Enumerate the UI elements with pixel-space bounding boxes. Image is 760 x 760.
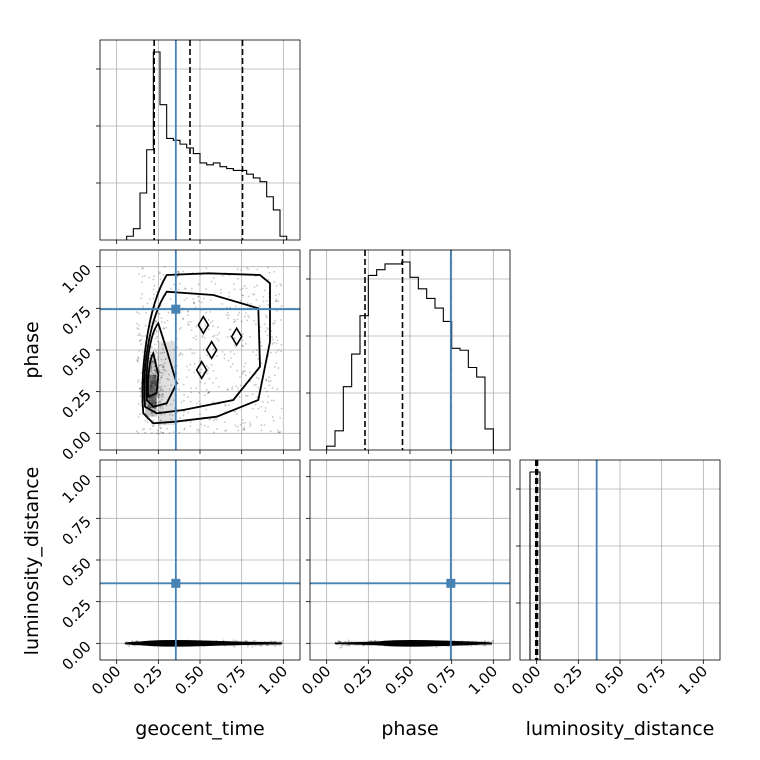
panel2d-geocent_time-vs-phase: 0.000.250.500.751.00 — [58, 249, 301, 464]
panel2d-geocent_time-vs-phase-samples — [135, 265, 283, 435]
panel2d-geocent_time-vs-phase-truth-marker — [171, 304, 181, 314]
panel2d-geocent_time-vs-phase-density-0 — [148, 375, 157, 409]
hist-luminosity_distance-step — [529, 471, 541, 660]
y-axis-label-luminosity-distance: luminosity_distance — [21, 467, 43, 656]
panel2d-geocent_time-vs-phase-contour-3 — [147, 351, 160, 398]
panel2d-phase-vs-luminosity_distance-truth-marker — [446, 578, 456, 588]
x-axis-label-luminosity-distance: luminosity_distance — [526, 718, 715, 740]
hist-geocent_time-panel — [96, 39, 301, 244]
panel2d-geocent_time-vs-luminosity_distance-truth-marker — [171, 578, 181, 588]
hist-phase-panel — [306, 249, 511, 454]
panel2d-geocent_time-vs-phase-contour-0 — [141, 272, 271, 425]
x-axis-label-phase: phase — [381, 718, 438, 740]
panel2d-geocent_time-vs-phase-contour-2 — [145, 321, 178, 408]
panel2d-phase-vs-luminosity_distance-contour-3 — [334, 642, 492, 645]
panel2d-geocent_time-vs-phase-island-0 — [197, 315, 210, 335]
hist-phase-step — [326, 261, 494, 450]
hist-geocent_time-step — [126, 51, 288, 240]
hist-luminosity_distance-panel: 0.00 0.25 0.50 0.75 1.00 — [508, 459, 721, 698]
panel2d-geocent_time-vs-phase-island-1 — [205, 340, 218, 360]
panel2d-geocent_time-vs-phase-contour-1 — [143, 290, 261, 415]
panel2d-geocent_time-vs-phase-island-3 — [230, 326, 243, 347]
panel2d-geocent_time-vs-phase-island-2 — [195, 360, 208, 380]
x-axis-label-geocent-time: geocent_time — [135, 718, 264, 740]
panel2d-geocent_time-vs-phase-density-1 — [145, 358, 157, 417]
panel2d-geocent_time-vs-luminosity_distance-contour-3 — [124, 642, 282, 645]
y-axis-label-phase: phase — [21, 321, 43, 378]
